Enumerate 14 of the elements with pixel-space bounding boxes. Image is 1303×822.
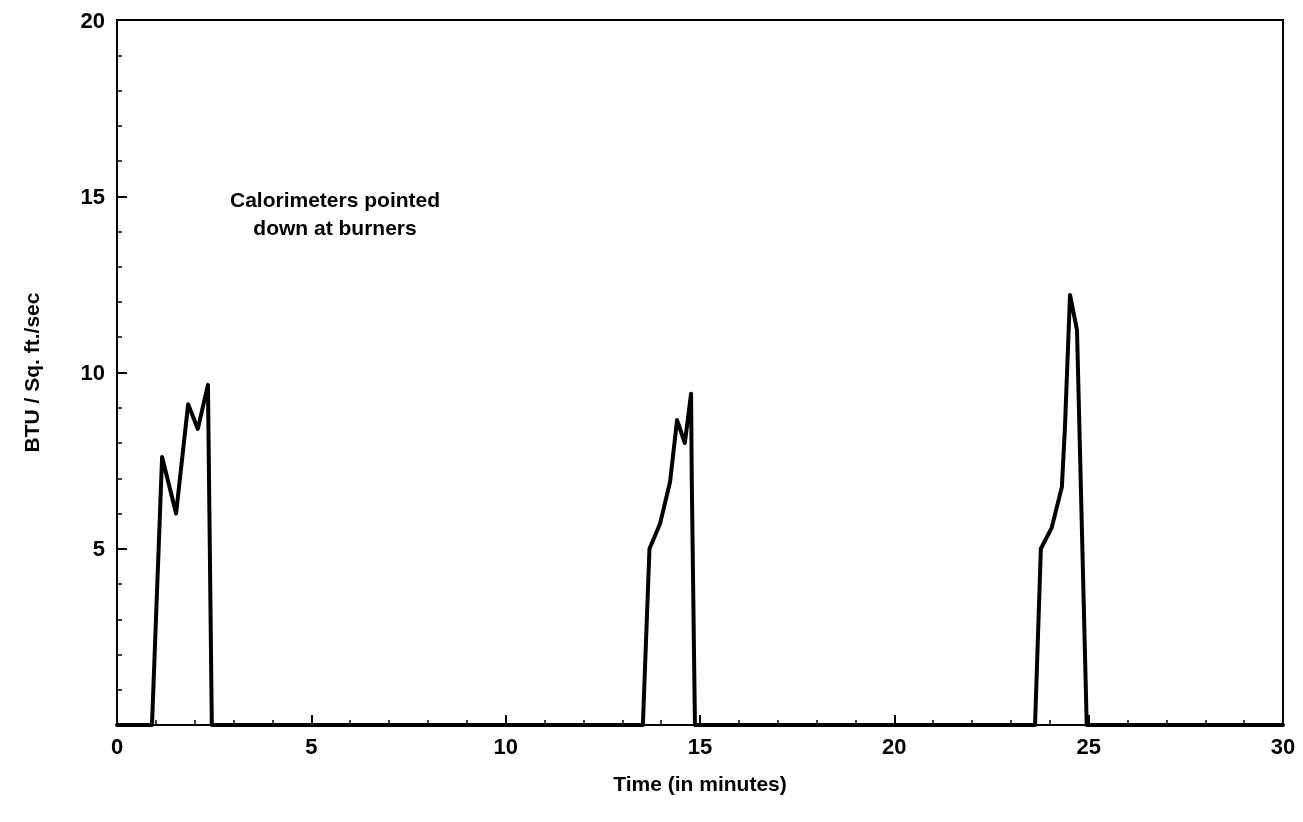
annotation: Calorimeters pointed down at burners <box>230 187 441 239</box>
y-tick-label: 5 <box>92 536 105 562</box>
y-tick-label: 15 <box>80 183 105 209</box>
y-tick-label: 10 <box>80 360 105 385</box>
x-tick-label: 0 <box>110 733 124 759</box>
x-tick-label: 15 <box>687 733 713 759</box>
y-axis-title: BTU / Sq. ft./sec <box>20 292 43 453</box>
x-tick-label: 5 <box>305 733 318 759</box>
x-tick-label: 25 <box>1076 733 1101 759</box>
x-tick-label: 30 <box>1270 733 1296 759</box>
x-tick-label: 10 <box>493 733 518 759</box>
y-tick-label: 20 <box>80 7 105 33</box>
x-axis-title: Time (in minutes) <box>613 772 787 795</box>
x-tick-label: 20 <box>882 733 907 759</box>
